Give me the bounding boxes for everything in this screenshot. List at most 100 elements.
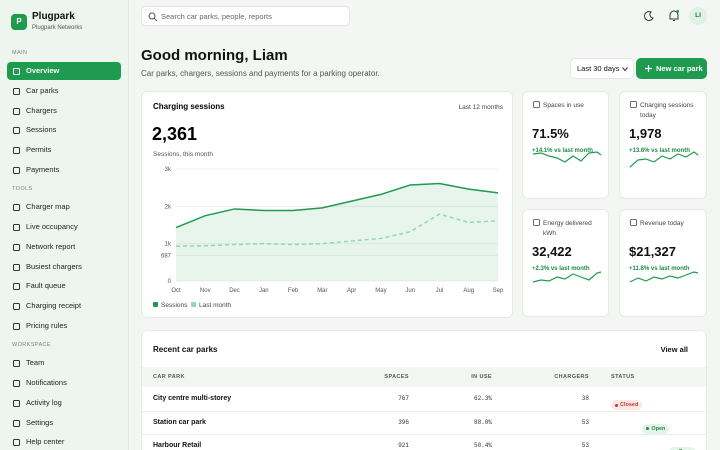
legend-label: Last month [199,302,232,309]
nav-section-title: MAIN [12,50,28,56]
table-cell: Station car park [153,418,206,426]
nav-item[interactable]: Fault queue [7,277,121,295]
status-badge: Closed [611,400,643,410]
nav-item[interactable]: Charging receipt [7,297,121,315]
x-tick-label: May [375,288,386,294]
y-tick-label: 0 [168,279,172,285]
table-cell: 767 [398,395,409,402]
stat-change: +13.6% vs last month [629,148,690,154]
nav-item[interactable]: Busiest chargers [7,258,121,276]
icon-shape [630,219,637,226]
table-cell: 921 [398,442,409,449]
table-body: CAR PARK SPACES IN USE CHARGERS STATUS City c… [142,331,706,450]
column-header: CHARGERS [554,374,589,380]
stat-card: Revenue today $21,327 +11.8% vs last month [619,209,707,317]
status-badge: Open [642,423,670,434]
stat-value: $21,327 [629,244,676,259]
theme-toggle[interactable] [640,7,658,25]
stat-value: 1,978 [629,126,662,141]
nav-item[interactable]: Network report [7,238,121,256]
table-cell: City centre multi-storey [153,395,232,402]
brand-name: Plugpark [32,11,75,22]
area [176,183,498,281]
legend-label: Sessions [161,302,188,309]
chart-headline: 2,361 [152,124,197,144]
nav-item[interactable]: Chargers [7,102,121,120]
nav-item[interactable]: Help center [7,433,121,450]
sparkline [532,271,602,283]
column-header: STATUS [611,374,635,380]
table-header [142,367,706,387]
sparkline-path [629,151,699,168]
notifications-button[interactable] [665,7,683,25]
line [175,213,499,247]
stat-card: Charging sessions today 1,978 +13.6% vs la… [619,91,707,199]
icon-shape [533,101,540,108]
sparkline-path [532,151,602,163]
sparkline [532,151,602,163]
table-cell: 38 [581,395,589,402]
range-select[interactable]: Last 30 days [570,58,634,79]
column-header: CAR PARK [153,374,185,380]
x-tick-label: Aug [463,288,474,294]
nav-item[interactable]: Payments [7,161,121,179]
x-tick-label: Mar [317,288,327,294]
nav-section-title: WORKSPACE [12,342,51,349]
column-header: SPACES [384,374,409,380]
stat-card: Spaces in use 71.5% +14.1% vs last month [522,91,609,199]
nav-item[interactable]: Activity log [7,394,121,412]
sparkline [629,151,699,168]
page-title: Good morning, Liam [141,47,288,64]
nav-item[interactable]: Permits [7,141,121,159]
x-tick-label: Nov [200,288,211,294]
page-subtitle: Car parks, chargers, sessions and paymen… [141,69,380,78]
sidebar: P Plugpark Plugpark Networks MAIN Overvie… [0,0,129,450]
y-tick-label: 1k [165,242,172,248]
nav-item[interactable]: Settings [7,414,121,432]
chart-period: Last 12 months [459,104,504,111]
nav-item[interactable]: Sessions [7,121,121,139]
chart-card: Charging sessions Last 12 months 2,361 S… [141,91,513,318]
new-car-park-button[interactable]: New car park [636,58,707,79]
sparkline-path [629,271,699,283]
stat-label: Spaces in use [543,102,584,109]
table-cell: 62.3% [473,395,492,402]
range-label: Last 30 days [577,64,620,73]
nav-item[interactable]: Car parks [7,82,121,100]
row-divider [142,434,706,435]
stat-icon [630,219,637,226]
x-tick-label: Jan [259,288,269,294]
table-cell: 53 [581,418,589,426]
nav-item[interactable]: Pricing rules [7,317,121,335]
stat-change: +14.1% vs last month [532,148,593,154]
chart-title: Charging sessions [153,102,225,111]
x-tick-label: Jul [436,288,444,294]
stat-icon [533,219,540,226]
y-tick-label: 2k [165,204,172,210]
x-tick-label: Sep [493,288,504,294]
table-cell: 50.4% [473,442,492,449]
nav-item[interactable]: Overview [7,62,121,80]
stat-label: Charging sessions today [640,102,694,119]
nav-item[interactable]: Notifications [7,374,121,392]
nav-item[interactable]: Charger map [7,198,121,216]
stat-label: Energy delivered kWh [543,220,592,237]
logo: P [11,14,27,30]
table-cell: 53 [581,442,589,449]
sparkline [629,271,699,283]
x-tick-label: Apr [347,288,356,294]
stat-icon [630,101,637,108]
nav-item[interactable]: Live occupancy [7,218,121,236]
search-box[interactable]: Search car parks, people, reports [141,6,350,26]
search-placeholder: Search car parks, people, reports [161,12,272,21]
nav-item[interactable]: Team [7,354,121,372]
y-tick-label: 3k [165,167,172,173]
view-all-link[interactable]: View all [660,345,688,354]
chart-caption: Sessions, this month [153,151,213,158]
icon-shape [630,101,637,108]
stat-change: +2.3% vs last month [532,266,590,272]
nav-section-title: TOOLS [12,186,33,193]
table-card: Recent car parks View all CAR PARK SPACES… [141,330,707,450]
avatar[interactable]: LI [689,7,707,25]
